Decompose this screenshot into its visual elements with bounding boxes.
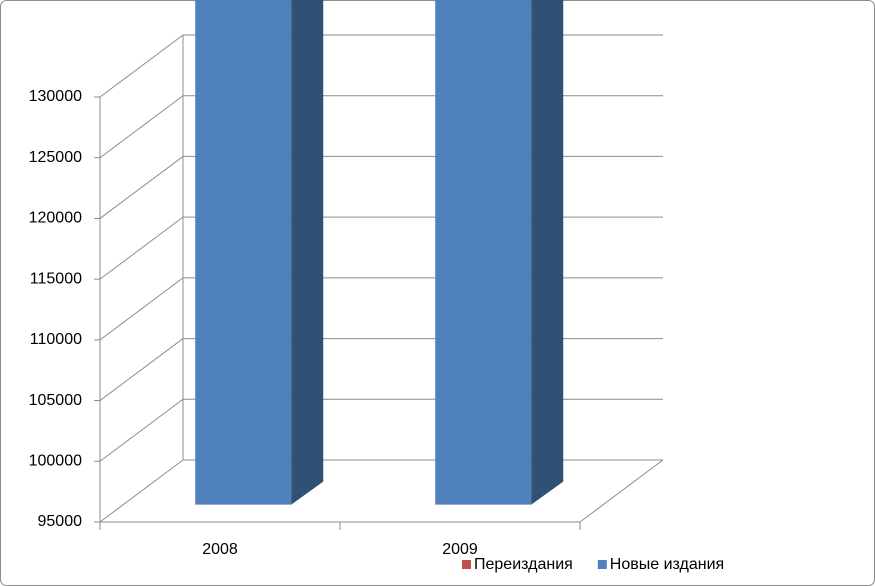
legend-label: Новые издания [610, 556, 724, 573]
legend-swatch [462, 560, 471, 569]
y-tick-label: 105000 [29, 392, 82, 409]
grid-line [99, 156, 184, 219]
y-tick-label: 95000 [38, 513, 83, 530]
grid-line [99, 34, 184, 98]
bar-side [291, 0, 324, 505]
bar [195, 0, 292, 505]
y-tick-label: 120000 [29, 210, 82, 227]
y-tick-label: 110000 [30, 331, 82, 348]
grid-line [99, 277, 184, 341]
x-tick-label: 2008 [202, 541, 238, 558]
y-tick-label: 125000 [29, 149, 82, 166]
y-tick-label: 130000 [29, 88, 82, 105]
grid-line [99, 95, 184, 159]
grid-line [99, 338, 184, 401]
grid-line [99, 459, 184, 523]
y-tick-label: 115000 [30, 270, 82, 287]
floor-right [579, 459, 664, 523]
grid-line [99, 216, 184, 280]
x-tick-label: 2009 [442, 541, 478, 558]
bar-side [531, 0, 564, 505]
grid-line [99, 398, 184, 462]
legend-label: Переиздания [474, 556, 573, 573]
bar [435, 0, 532, 505]
legend-swatch [597, 560, 607, 569]
y-tick-label: 100000 [29, 453, 82, 470]
